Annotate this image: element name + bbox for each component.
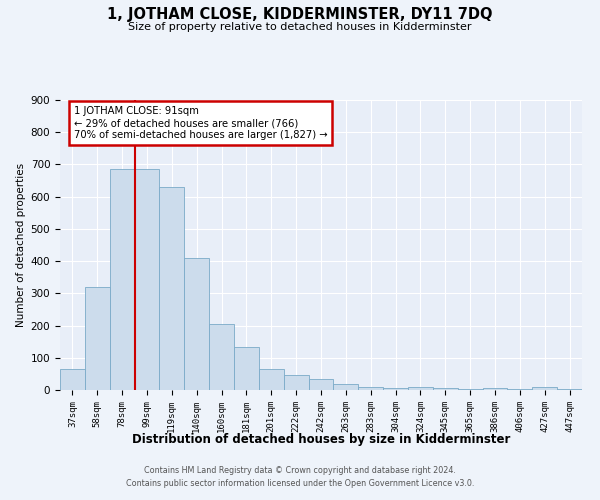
Text: 1 JOTHAM CLOSE: 91sqm
← 29% of detached houses are smaller (766)
70% of semi-det: 1 JOTHAM CLOSE: 91sqm ← 29% of detached … (74, 106, 327, 140)
Bar (482, 388, 508, 390)
Bar (358, 387, 383, 390)
Bar (234, 346, 259, 390)
Bar (532, 388, 557, 390)
Bar (433, 388, 458, 390)
Bar (209, 324, 234, 390)
Bar (134, 170, 160, 390)
Bar (160, 187, 184, 390)
Bar (85, 287, 110, 390)
Bar (110, 170, 134, 390)
Text: Size of property relative to detached houses in Kidderminster: Size of property relative to detached ho… (128, 22, 472, 32)
Text: Distribution of detached houses by size in Kidderminster: Distribution of detached houses by size … (132, 432, 510, 446)
Bar (383, 388, 408, 390)
Y-axis label: Number of detached properties: Number of detached properties (16, 163, 26, 327)
Bar (508, 389, 532, 390)
Bar (259, 369, 284, 390)
Text: Contains HM Land Registry data © Crown copyright and database right 2024.
Contai: Contains HM Land Registry data © Crown c… (126, 466, 474, 487)
Bar (334, 384, 358, 390)
Bar (557, 389, 582, 390)
Bar (284, 374, 308, 390)
Bar (408, 388, 433, 390)
Text: 1, JOTHAM CLOSE, KIDDERMINSTER, DY11 7DQ: 1, JOTHAM CLOSE, KIDDERMINSTER, DY11 7DQ (107, 8, 493, 22)
Bar (60, 369, 85, 390)
Bar (458, 389, 482, 390)
Bar (308, 378, 334, 390)
Bar (184, 258, 209, 390)
